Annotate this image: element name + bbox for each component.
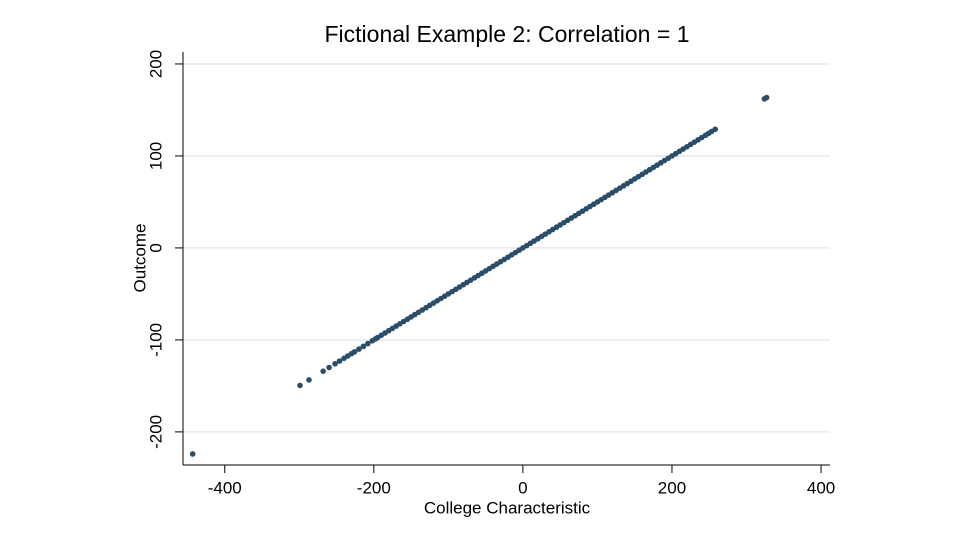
x-tick-label: 200 xyxy=(658,478,686,497)
x-tick-label: 0 xyxy=(518,478,527,497)
point xyxy=(763,94,770,101)
point xyxy=(365,340,371,347)
y-tick-label: 0 xyxy=(146,243,165,252)
point xyxy=(356,346,362,352)
y-tick-label: 100 xyxy=(146,142,165,170)
x-tick-label: -200 xyxy=(357,478,391,497)
y-tick-label: -200 xyxy=(146,415,165,449)
point xyxy=(189,451,196,457)
x-axis-label: College Characteristic xyxy=(424,498,591,517)
point xyxy=(332,361,338,367)
point xyxy=(306,377,312,383)
point xyxy=(326,364,332,371)
point xyxy=(297,382,303,389)
x-tick-label: -400 xyxy=(208,478,242,497)
y-axis-label: Outcome xyxy=(130,224,149,293)
point xyxy=(336,358,343,364)
point xyxy=(360,343,367,350)
point xyxy=(320,368,326,374)
chart-title: Fictional Example 2: Correlation = 1 xyxy=(325,21,690,47)
point xyxy=(351,349,358,355)
x-tick-label: 400 xyxy=(807,478,835,497)
point xyxy=(712,126,719,133)
y-tick-label: 200 xyxy=(146,50,165,78)
y-tick-label: -100 xyxy=(146,323,165,357)
